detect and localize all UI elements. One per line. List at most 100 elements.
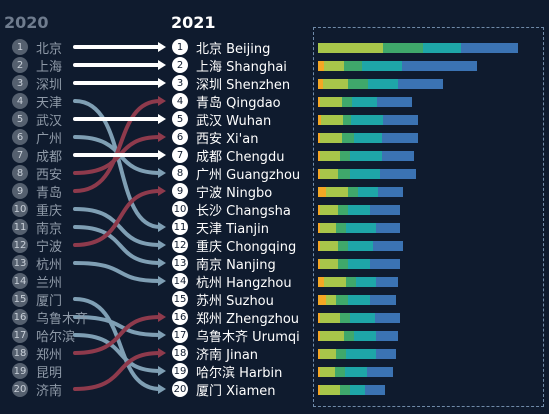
bar-segment-rank-18-part-2 (320, 349, 336, 359)
rank-2021-badge: 16 (172, 309, 188, 325)
rank-2020-badge: 13 (12, 255, 28, 271)
bar-segment-rank-16-part-4 (350, 313, 375, 323)
bar-segment-rank-12-part-4 (348, 241, 373, 251)
flow-ribbon-12-to-9 (73, 189, 162, 247)
city-2020-label: 天津 (36, 95, 63, 111)
rank-2020-row: 8 西安 (12, 165, 62, 183)
city-2021-label: 郑州 Zhengzhou (196, 311, 300, 327)
bar-segment-rank-8-part-4 (350, 169, 380, 179)
rank-2021-row: 3 深圳 Shenzhen (172, 75, 290, 93)
bar-segment-rank-10-part-2 (320, 205, 338, 215)
city-2020-label: 济南 (36, 383, 63, 399)
bar-segment-rank-6-part-4 (354, 133, 382, 143)
flow-ribbon-9-to-4 (73, 99, 162, 193)
rank-2021-row: 1 北京 Beijing (172, 39, 270, 57)
city-2021-label: 成都 Chengdu (196, 149, 285, 165)
bar-segment-rank-14-part-2 (324, 277, 346, 287)
city-2021-label: 厦门 Xiamen (196, 383, 276, 399)
city-2021-label: 宁波 Ningbo (196, 185, 273, 201)
bar-segment-rank-7-part-2 (320, 151, 340, 161)
bar-segment-rank-6-part-3 (342, 133, 354, 143)
bar-segment-rank-6-part-5 (382, 133, 418, 143)
city-2020-label: 广州 (36, 131, 63, 147)
bar-segment-rank-20-part-2 (320, 385, 340, 395)
bar-segment-rank-11-part-2 (320, 223, 336, 233)
bar-segment-rank-6-part-1 (318, 133, 320, 143)
flow-ribbon-17-to-19 (73, 333, 162, 373)
bar-segment-rank-4-part-4 (352, 97, 377, 107)
bar-segment-rank-8-part-3 (338, 169, 350, 179)
rank-2020-row: 14 兰州 (12, 273, 63, 291)
bar-segment-rank-10-part-1 (318, 205, 320, 215)
flow-arrowhead (158, 330, 166, 340)
city-2020-label: 上海 (36, 59, 63, 75)
flow-arrowhead (158, 186, 166, 196)
rank-2021-badge: 8 (172, 165, 188, 181)
city-2021-label: 天津 Tianjin (196, 221, 269, 237)
bar-segment-rank-3-part-2 (323, 79, 348, 89)
bar-segment-rank-18-part-5 (376, 349, 396, 359)
city-2021-label: 长沙 Changsha (196, 203, 291, 219)
bar-segment-rank-20-part-3 (340, 385, 350, 395)
city-2020-label: 乌鲁木齐 (36, 311, 89, 327)
city-2021-label: 济南 Jinan (196, 347, 259, 363)
bar-segment-rank-4-part-5 (377, 97, 412, 107)
city-2020-label: 厦门 (36, 293, 63, 309)
bar-segment-rank-15-part-1 (318, 295, 326, 305)
stacked-bars (318, 43, 518, 395)
rank-2021-row: 8 广州 Guangzhou (172, 165, 300, 183)
rank-2021-badge: 18 (172, 345, 188, 361)
city-2020-label: 哈尔滨 (36, 329, 76, 345)
flow-arrowhead (158, 312, 166, 322)
rank-2021-row: 14 杭州 Hangzhou (172, 273, 292, 291)
bar-segment-rank-15-part-5 (370, 295, 396, 305)
city-2021-label: 杭州 Hangzhou (196, 275, 292, 291)
rank-2021-row: 9 宁波 Ningbo (172, 183, 273, 201)
rank-2020-badge: 15 (12, 291, 28, 307)
bar-segment-rank-12-part-5 (373, 241, 403, 251)
bar-segment-rank-3-part-1 (318, 79, 323, 89)
flow-ribbon-20-to-18 (73, 351, 162, 391)
bar-segment-rank-9-part-5 (378, 187, 403, 197)
rank-2020-badge: 7 (12, 147, 28, 163)
rank-2020-badge: 4 (12, 93, 28, 109)
rank-2020-badge: 10 (12, 201, 28, 217)
bar-segment-rank-5-part-3 (343, 115, 351, 125)
city-2021-label: 苏州 Suzhou (196, 293, 274, 309)
flow-ribbon-10-to-12 (73, 207, 162, 247)
rank-2021-row: 2 上海 Shanghai (172, 57, 287, 75)
bar-segment-rank-5-part-2 (321, 115, 343, 125)
rank-2021-badge: 9 (172, 183, 188, 199)
rank-2021-row: 13 南京 Nanjing (172, 255, 276, 273)
flow-arrowhead (158, 258, 166, 268)
rank-2020-row: 5 武汉 (12, 111, 62, 129)
bar-segment-rank-11-part-4 (346, 223, 376, 233)
rank-2020-row: 13 杭州 (12, 255, 62, 273)
bar-segment-rank-12-part-3 (338, 241, 348, 251)
rank-2020-badge: 20 (12, 381, 28, 397)
bar-segment-rank-19-part-1 (318, 367, 320, 377)
city-2020-label: 兰州 (36, 275, 63, 291)
city-2020-label: 重庆 (36, 203, 63, 219)
rank-2021-badge: 15 (172, 291, 188, 307)
city-2021-label: 武汉 Wuhan (196, 113, 272, 129)
bar-segment-rank-4-part-1 (318, 97, 320, 107)
city-2021-label: 西安 Xi'an (196, 131, 259, 147)
rank-2020-badge: 12 (12, 237, 28, 253)
rank-2021-badge: 5 (172, 111, 188, 127)
flow-ribbon-15-to-20 (73, 297, 162, 391)
rank-2021-badge: 13 (172, 255, 188, 271)
bar-segment-rank-1-part-5 (461, 43, 518, 53)
bar-segment-rank-13-part-2 (320, 259, 338, 269)
rank-2021-row: 17 乌鲁木齐 Urumqi (172, 327, 300, 345)
city-2020-label: 深圳 (36, 77, 63, 93)
bar-segment-rank-17-part-2 (320, 331, 344, 341)
bar-segment-rank-19-part-4 (345, 367, 367, 377)
rank-2020-row: 6 广州 (12, 129, 63, 147)
rank-2021-badge: 4 (172, 93, 188, 109)
rank-2020-row: 20 济南 (12, 381, 63, 399)
bar-segment-rank-10-part-5 (370, 205, 400, 215)
bar-segment-rank-2-part-1 (318, 61, 324, 71)
rank-2021-row: 7 成都 Chengdu (172, 147, 285, 165)
bar-segment-rank-15-part-2 (326, 295, 336, 305)
